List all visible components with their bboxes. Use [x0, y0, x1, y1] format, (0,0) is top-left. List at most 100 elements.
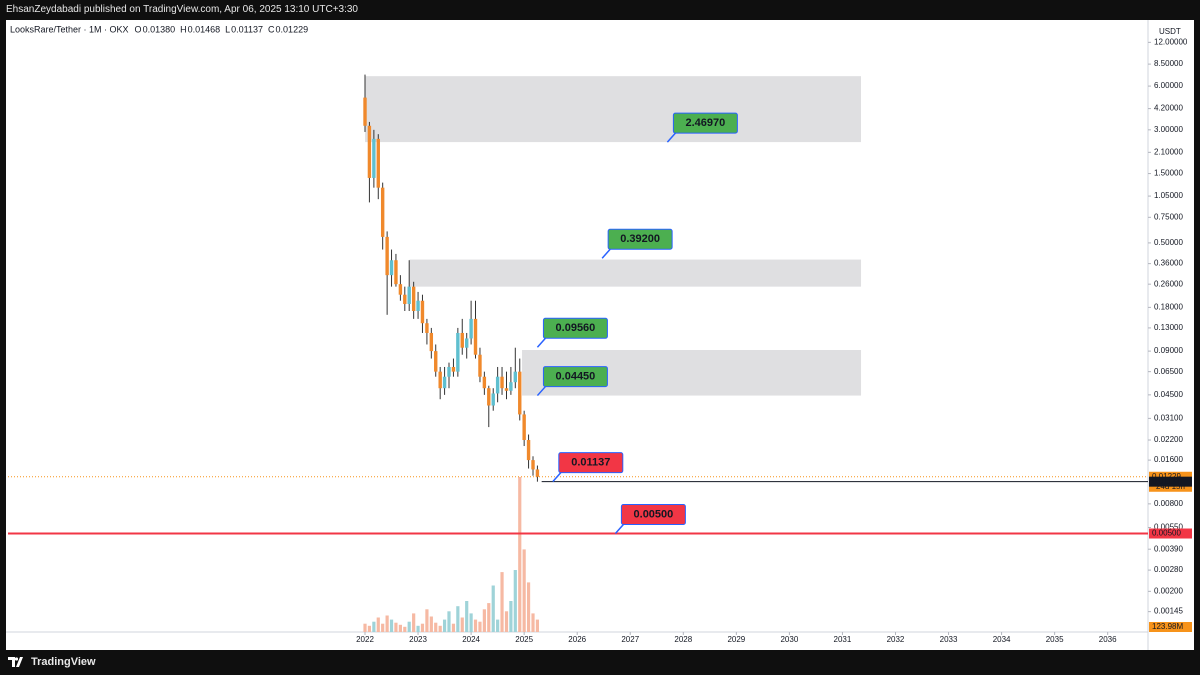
- x-tick-label: 2031: [834, 635, 852, 644]
- annotation-box: [558, 452, 624, 474]
- volume-bar: [509, 601, 513, 632]
- y-tick-label: 0.01600: [1154, 455, 1183, 464]
- y-tick-label: 0.00550: [1154, 523, 1183, 532]
- y-tick-label: 0.36000: [1154, 259, 1183, 268]
- x-tick-label: 2029: [727, 635, 745, 644]
- x-tick-label: 2026: [568, 635, 586, 644]
- volume-bar: [398, 624, 402, 632]
- volume-bar: [531, 613, 535, 632]
- y-tick-label: 0.75000: [1154, 212, 1183, 221]
- candle-body: [434, 351, 438, 372]
- volume-bar: [442, 619, 447, 632]
- candle-body: [380, 187, 385, 237]
- volume-bar: [376, 617, 380, 632]
- volume-bar: [367, 625, 372, 632]
- y-tick-label: 0.00800: [1154, 499, 1183, 508]
- volume-label-box: [1149, 622, 1192, 632]
- ohlc-value: 0.01229: [276, 24, 309, 34]
- candle-body: [394, 260, 398, 285]
- candle-body: [465, 338, 469, 348]
- volume-bar: [496, 619, 500, 632]
- y-tick-label: 3.00000: [1154, 125, 1183, 134]
- annotation-label: 0.39200: [620, 233, 660, 245]
- y-unit: USDT: [1159, 27, 1181, 36]
- volume-bar: [500, 572, 504, 632]
- ohlc-key: H: [180, 24, 187, 34]
- volume-bar: [491, 585, 495, 632]
- candle-body: [482, 376, 487, 389]
- volume-bar: [420, 623, 425, 632]
- candle-body: [420, 300, 425, 324]
- y-tick-label: 12.00000: [1154, 37, 1188, 46]
- candle-body: [513, 371, 517, 383]
- last-price-label: 0.01229: [1152, 472, 1181, 481]
- candle-body: [518, 371, 522, 415]
- candle-body: [442, 376, 447, 389]
- horizontal-line-label-box: [1149, 476, 1192, 487]
- brand-logo: [8, 657, 23, 667]
- annotation-box: [542, 366, 608, 388]
- ohlc-key: O: [135, 24, 142, 34]
- ohlc-key: L: [225, 24, 230, 34]
- volume-bar: [478, 621, 482, 632]
- candle-body: [522, 414, 526, 441]
- candle-body: [398, 284, 403, 295]
- candle-body: [526, 440, 531, 461]
- candle-body: [491, 393, 495, 406]
- ohlc-value: 0.01468: [188, 24, 221, 34]
- annotation-label: 0.00500: [634, 508, 674, 520]
- candle-body: [389, 260, 394, 276]
- volume-bar: [438, 625, 442, 632]
- y-tick-label: 0.50000: [1154, 238, 1183, 247]
- candle-body: [509, 382, 513, 391]
- volume-bar: [465, 601, 469, 632]
- y-tick-label: 0.09000: [1154, 346, 1183, 355]
- publisher-line: EhsanZeydabadi published on TradingView.…: [6, 4, 358, 15]
- volume-bar: [389, 619, 394, 632]
- candle-body: [504, 388, 509, 391]
- annotation-box: [672, 112, 738, 134]
- annotation-pointer: [552, 472, 562, 483]
- candle-body: [535, 469, 540, 477]
- volume-bar: [447, 611, 451, 632]
- y-tick-label: 0.00145: [1154, 607, 1183, 616]
- candle-body: [372, 138, 376, 178]
- candle-body: [460, 332, 464, 348]
- horizontal-line-label: 0.00500: [1152, 529, 1181, 538]
- volume-bar: [425, 609, 429, 632]
- x-tick-label: 2033: [940, 635, 958, 644]
- candle-body: [531, 460, 535, 470]
- brand: TradingView: [8, 656, 96, 668]
- candle-body: [363, 97, 367, 126]
- y-tick-label: 6.00000: [1154, 81, 1183, 90]
- x-tick-label: 2034: [993, 635, 1011, 644]
- volume-bar: [526, 582, 531, 632]
- candle-body: [495, 376, 500, 394]
- zone: [365, 76, 862, 143]
- volume-bar: [385, 615, 389, 632]
- annotation-label: 0.01137: [571, 457, 610, 469]
- brand-name: TradingView: [31, 656, 96, 668]
- candle-body: [407, 286, 411, 304]
- candle-body: [451, 366, 456, 372]
- x-tick-label: 2030: [780, 635, 798, 644]
- volume-bar: [473, 619, 478, 632]
- horizontal-line-label-box: [1149, 528, 1192, 539]
- volume-bar: [403, 626, 407, 632]
- ohlc-key: C: [268, 24, 275, 34]
- candle-body: [487, 388, 491, 406]
- annotation-pointer: [536, 337, 546, 348]
- x-tick-label: 2036: [1099, 635, 1117, 644]
- x-tick-label: 2028: [674, 635, 692, 644]
- horizontal-line-label: 0.01137: [1152, 477, 1181, 486]
- candle-body: [429, 332, 434, 352]
- annotation-pointer: [666, 132, 676, 143]
- volume-bar: [504, 611, 509, 632]
- candle-body: [367, 125, 372, 178]
- volume-bar: [429, 616, 433, 632]
- volume-bar: [522, 549, 526, 632]
- volume-bar: [487, 603, 491, 632]
- volume-bar: [451, 623, 456, 632]
